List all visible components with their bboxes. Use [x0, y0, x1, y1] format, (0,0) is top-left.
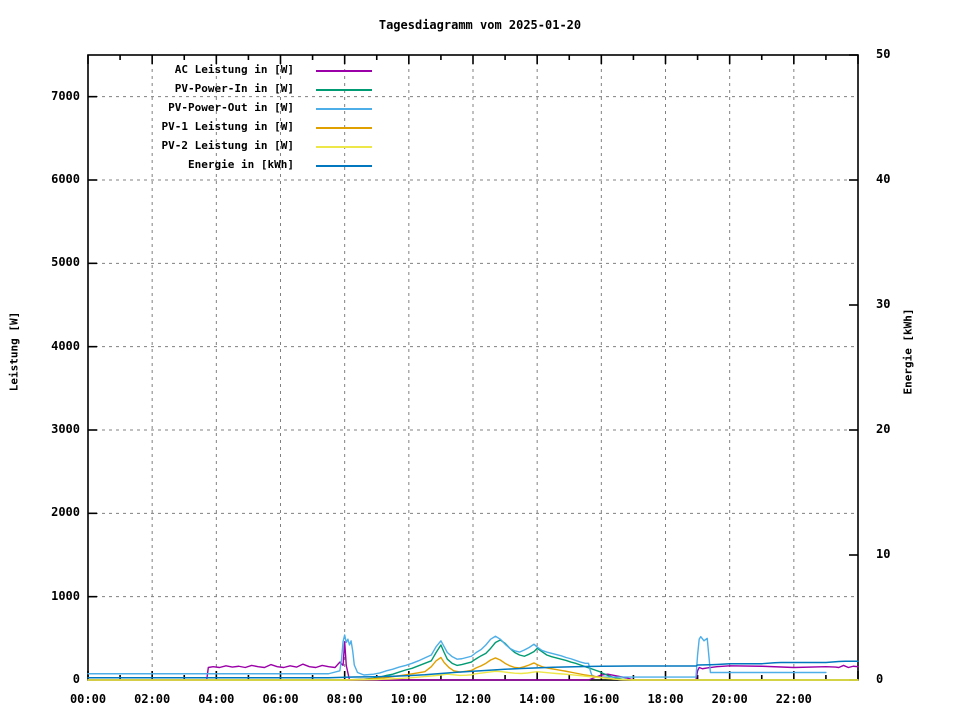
legend-swatch-0: [316, 70, 372, 72]
legend-swatch-2: [316, 108, 372, 110]
y-tick-left-5000: 5000: [51, 255, 80, 270]
tick-marks: [87, 54, 859, 681]
legend-swatch-5: [316, 165, 372, 167]
y-tick-left-3000: 3000: [51, 422, 80, 436]
series-line-4: [87, 670, 859, 681]
x-tick-1200: 12:00: [454, 692, 492, 706]
legend-swatch-1: [316, 89, 372, 91]
x-tick-1800: 18:00: [647, 692, 684, 706]
y-tick-left-2000: 2000: [51, 505, 80, 520]
y-tick-left-0: 0: [72, 672, 80, 686]
legend-swatch-4: [316, 146, 372, 148]
y-tick-right-30: 30: [876, 297, 891, 311]
legend-label-5: Energie in [kWh]: [188, 158, 294, 171]
y-tick-right-0: 0: [876, 672, 884, 686]
y-tick-left-1000: 1000: [51, 588, 80, 603]
legend-label-0: AC Leistung in [W]: [174, 63, 294, 76]
x-tick-2000: 20:00: [711, 692, 748, 706]
y-tick-right-10: 10: [876, 547, 891, 561]
legend-label-1: PV-Power-In in [W]: [174, 82, 294, 95]
x-tick-0000: 00:00: [69, 692, 107, 706]
x-tick-0200: 02:00: [134, 692, 171, 706]
x-tick-0600: 06:00: [262, 692, 299, 706]
x-tick-0800: 08:00: [326, 692, 363, 706]
series-line-3: [87, 656, 859, 681]
y-tick-left-4000: 4000: [51, 338, 80, 353]
y-tick-left-7000: 7000: [51, 88, 80, 103]
x-tick-1600: 16:00: [583, 692, 620, 706]
legend-swatch-3: [316, 127, 372, 129]
legend-label-4: PV-2 Leistung in [W]: [161, 139, 294, 152]
legend-label-3: PV-1 Leistung in [W]: [161, 120, 294, 133]
series-line-0: [87, 640, 859, 681]
series-layer: [87, 634, 859, 681]
series-line-2: [87, 634, 827, 678]
x-tick-0400: 04:00: [198, 692, 235, 706]
legend-label-2: PV-Power-Out in [W]: [168, 101, 294, 114]
x-tick-2200: 22:00: [775, 692, 812, 706]
y-tick-right-40: 40: [876, 172, 891, 186]
series-line-5: [87, 660, 859, 679]
chart-title: Tagesdiagramm vom 2025-01-20: [378, 18, 582, 32]
y-tick-right-50: 50: [876, 47, 891, 61]
grid-layer: [88, 55, 858, 680]
x-tick-1000: 10:00: [390, 692, 427, 706]
y-tick-left-6000: 6000: [51, 172, 80, 186]
x-tick-1400: 14:00: [519, 692, 556, 706]
y-tick-right-20: 20: [876, 422, 891, 436]
